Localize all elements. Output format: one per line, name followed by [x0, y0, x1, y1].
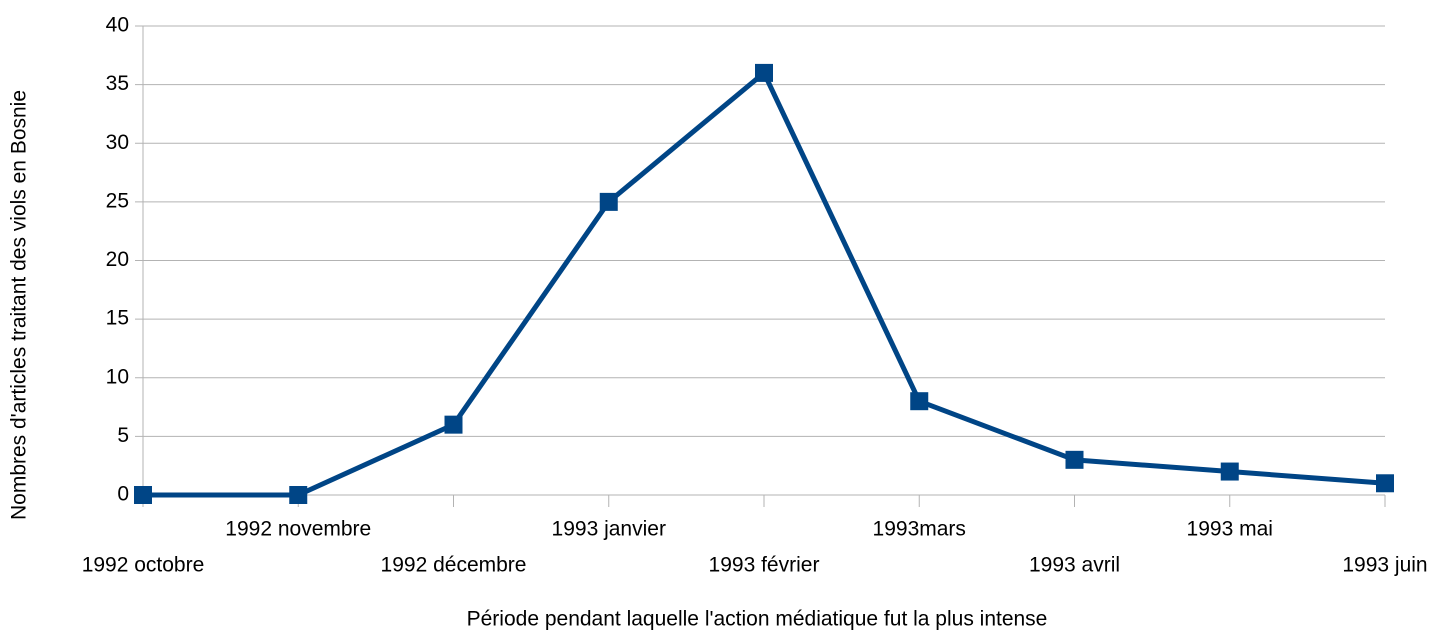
y-tick-label: 25: [106, 189, 129, 212]
marker: [134, 486, 152, 504]
y-tick-label: 30: [106, 131, 129, 154]
marker: [910, 392, 929, 411]
x-tick-label: 1993 mai: [1187, 518, 1273, 541]
y-tick-label: 10: [106, 365, 129, 388]
x-tick-label: 1993mars: [873, 518, 966, 541]
y-tick-label: 5: [117, 424, 129, 447]
marker: [289, 486, 308, 504]
y-tick-label: 40: [106, 14, 129, 37]
x-tick-label: 1993 juin: [1342, 554, 1427, 577]
marker: [599, 192, 618, 211]
marker: [1376, 474, 1394, 493]
x-tick-label: 1992 octobre: [82, 554, 205, 577]
marker: [1220, 462, 1239, 481]
x-tick-label: 1992 décembre: [381, 554, 527, 577]
x-tick-label: 1992 novembre: [225, 518, 371, 541]
y-axis-title: Nombres d'articles traitant des viols en…: [8, 90, 31, 520]
y-tick-label: 0: [117, 483, 129, 506]
y-tick-label: 35: [106, 72, 129, 95]
y-tick-label: 20: [106, 248, 129, 271]
x-tick-label: 1993 avril: [1029, 554, 1120, 577]
x-tick-label: 1993 janvier: [552, 518, 666, 541]
marker: [1065, 450, 1084, 469]
x-axis-title: Période pendant laquelle l'action médiat…: [467, 608, 1048, 631]
marker: [755, 63, 773, 82]
y-tick-label: 15: [106, 307, 129, 330]
marker: [444, 415, 463, 434]
series-line: [143, 70, 1386, 498]
x-tick-label: 1993 février: [709, 554, 820, 577]
